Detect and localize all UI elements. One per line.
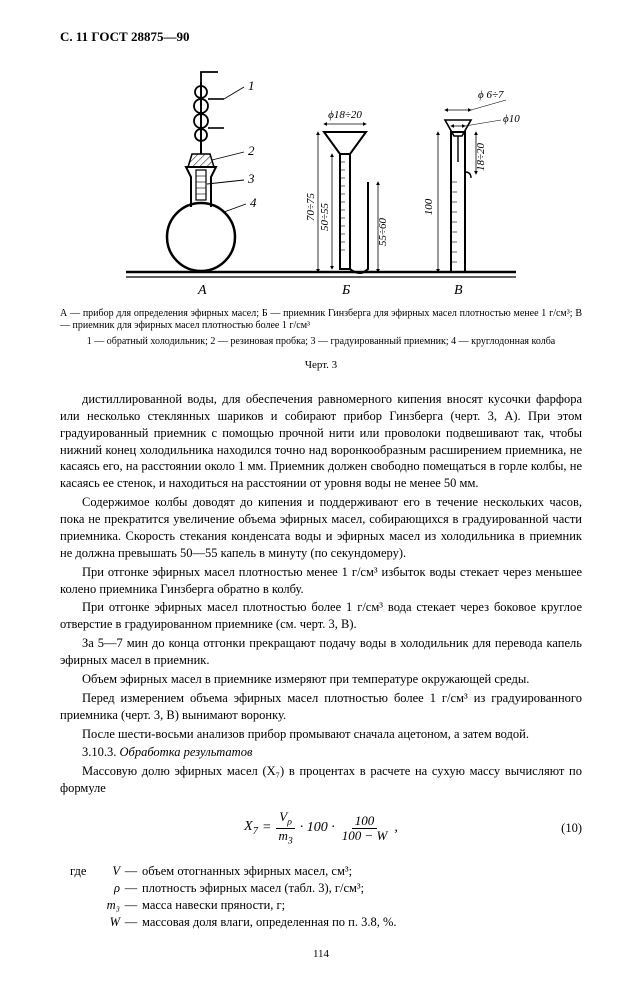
receiver-v: 100 18÷20 ϕ 6÷7 ϕ10 <box>423 89 520 272</box>
body-text: дистиллированной воды, для обеспечения р… <box>60 391 582 797</box>
dim-h2: 50÷55 <box>319 202 331 231</box>
para-6: Объем эфирных масел в приемнике измеряют… <box>60 671 582 688</box>
figure-3: 1 2 3 4 А <box>60 62 582 302</box>
dim-d2: ϕ 6÷7 <box>478 89 504 101</box>
para-3: При отгонке эфирных масел плотностью мен… <box>60 564 582 598</box>
apparatus-a: 1 2 3 4 <box>167 72 257 271</box>
dim-d1: ϕ18÷20 <box>328 109 362 121</box>
para-10: Массовую долю эфирных масел (X₇) в проце… <box>60 763 582 797</box>
where-block: где V — объем отогнанных эфирных масел, … <box>60 863 582 931</box>
dim-h3: 55÷60 <box>377 217 389 246</box>
callout-4: 4 <box>250 195 257 210</box>
callout-1: 1 <box>248 78 255 93</box>
dim-h5: 18÷20 <box>475 142 487 171</box>
receiver-b: 70÷75 50÷55 ϕ18÷20 55÷60 <box>305 109 389 273</box>
callout-3: 3 <box>247 171 255 186</box>
para-8: После шести-восьми анализов прибор промы… <box>60 726 582 743</box>
page-number: 114 <box>60 947 582 962</box>
page-header: С. 11 ГОСТ 28875—90 <box>60 28 582 46</box>
label-b: Б <box>341 283 350 298</box>
figure-caption-parts: 1 — обратный холодильник; 2 — резиновая … <box>60 336 582 349</box>
dim-d3: ϕ10 <box>503 113 520 125</box>
figure-label: Черт. 3 <box>60 358 582 373</box>
figure-caption-top: А — прибор для определения эфирных масел… <box>60 308 582 333</box>
para-7: Перед измерением объема эфирных масел пл… <box>60 690 582 724</box>
para-4: При отгонке эфирных масел плотностью бол… <box>60 599 582 633</box>
dim-h4: 100 <box>423 198 435 215</box>
para-1: дистиллированной воды, для обеспечения р… <box>60 391 582 492</box>
para-5: За 5—7 мин до конца отгонки прекращают п… <box>60 635 582 669</box>
formula-10: X7 = Vρ m3 · 100 · 100 100 − W , (10) <box>60 807 582 849</box>
dim-h1: 70÷75 <box>305 192 317 221</box>
callout-2: 2 <box>248 143 255 158</box>
label-v: В <box>454 283 463 298</box>
para-2: Содержимое колбы доводят до кипения и по… <box>60 494 582 562</box>
equation-number: (10) <box>561 820 582 837</box>
para-9: 3.10.3. Обработка результатов <box>60 744 582 761</box>
label-a: А <box>197 283 207 298</box>
